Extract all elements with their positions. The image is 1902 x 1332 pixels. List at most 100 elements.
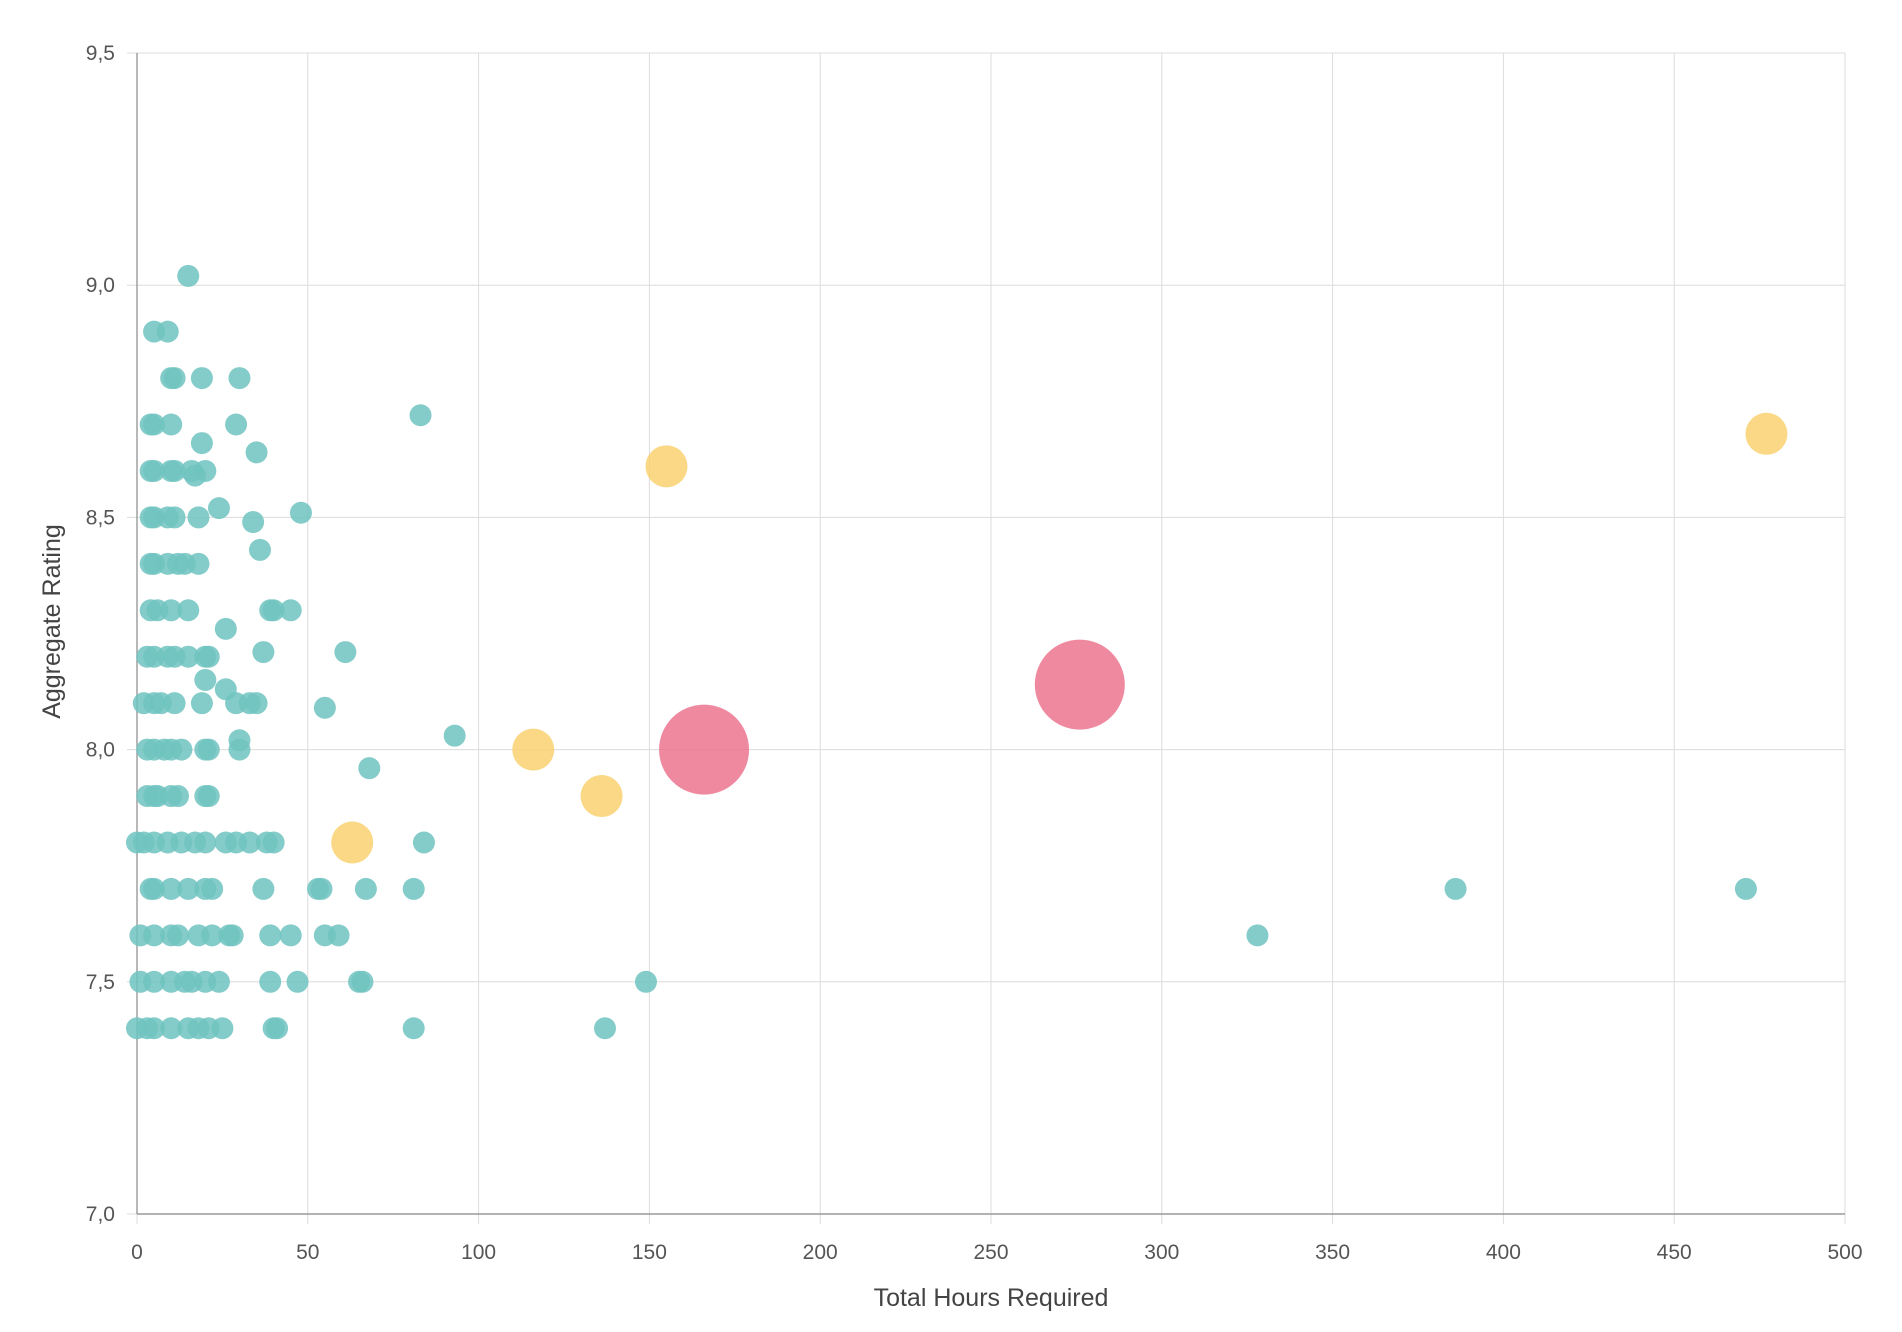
data-point-small[interactable]: [262, 831, 285, 854]
data-point-small[interactable]: [190, 692, 213, 715]
data-point-small[interactable]: [279, 924, 302, 947]
data-point-small[interactable]: [228, 367, 251, 390]
data-point-small[interactable]: [143, 459, 166, 482]
data-point-medium[interactable]: [512, 728, 555, 771]
data-point-small[interactable]: [1734, 877, 1757, 900]
data-point-small[interactable]: [177, 264, 200, 287]
data-point-small[interactable]: [409, 404, 432, 427]
data-point-small[interactable]: [207, 497, 230, 520]
data-point-large[interactable]: [1034, 639, 1125, 730]
x-tick-label: 300: [1144, 1241, 1179, 1264]
data-point-small[interactable]: [221, 924, 244, 947]
data-point-small[interactable]: [289, 501, 312, 524]
data-point-small[interactable]: [412, 831, 435, 854]
x-tick-label: 350: [1315, 1241, 1350, 1264]
data-point-medium[interactable]: [1745, 412, 1788, 455]
x-tick-label: 150: [632, 1241, 667, 1264]
y-tick-label: 8,0: [86, 739, 115, 762]
data-point-small[interactable]: [177, 599, 200, 622]
data-point-small[interactable]: [1444, 877, 1467, 900]
data-point-small[interactable]: [313, 696, 336, 719]
data-point-small[interactable]: [252, 877, 275, 900]
data-point-small[interactable]: [266, 1017, 289, 1040]
data-point-small[interactable]: [1246, 924, 1269, 947]
data-point-small[interactable]: [197, 645, 220, 668]
data-point-small[interactable]: [286, 970, 309, 993]
data-point-small[interactable]: [327, 924, 350, 947]
data-point-small[interactable]: [358, 757, 381, 780]
data-point-small[interactable]: [351, 970, 374, 993]
data-point-small[interactable]: [160, 1017, 183, 1040]
data-point-large[interactable]: [659, 704, 750, 795]
data-point-small[interactable]: [156, 320, 179, 343]
y-tick-label: 8,5: [86, 506, 115, 529]
data-point-small[interactable]: [252, 641, 275, 664]
data-point-small[interactable]: [143, 970, 166, 993]
data-point-small[interactable]: [160, 599, 183, 622]
x-tick-label: 200: [803, 1241, 838, 1264]
data-point-small[interactable]: [634, 970, 657, 993]
y-tick-label: 9,5: [86, 42, 115, 65]
data-point-small[interactable]: [443, 724, 466, 747]
data-point-small[interactable]: [245, 441, 268, 464]
data-point-small[interactable]: [177, 877, 200, 900]
data-point-small[interactable]: [143, 924, 166, 947]
data-point-small[interactable]: [310, 877, 333, 900]
data-point-small[interactable]: [334, 641, 357, 664]
data-point-small[interactable]: [402, 877, 425, 900]
data-point-small[interactable]: [197, 738, 220, 761]
data-point-small[interactable]: [184, 464, 207, 487]
data-point-small[interactable]: [143, 413, 166, 436]
data-point-small[interactable]: [201, 924, 224, 947]
data-point-small[interactable]: [160, 877, 183, 900]
data-point-small[interactable]: [166, 924, 189, 947]
data-point-small[interactable]: [279, 599, 302, 622]
y-tick-label: 7,0: [86, 1203, 115, 1226]
grid-lines: [127, 52, 1846, 1224]
data-point-small[interactable]: [207, 970, 230, 993]
data-point-small[interactable]: [402, 1017, 425, 1040]
y-axis-title: Aggregate Rating: [38, 524, 66, 719]
x-tick-label: 450: [1657, 1241, 1692, 1264]
y-tick-label: 9,0: [86, 274, 115, 297]
data-point-small[interactable]: [238, 831, 261, 854]
data-point-small[interactable]: [242, 511, 265, 534]
data-point-small[interactable]: [259, 970, 282, 993]
data-point-small[interactable]: [187, 552, 210, 575]
data-point-small[interactable]: [163, 692, 186, 715]
data-point-small[interactable]: [194, 668, 217, 691]
data-point-small[interactable]: [166, 785, 189, 808]
data-point-small[interactable]: [190, 367, 213, 390]
data-point-small[interactable]: [143, 1017, 166, 1040]
data-point-small[interactable]: [194, 831, 217, 854]
data-point-small[interactable]: [225, 413, 248, 436]
x-tick-label: 0: [131, 1241, 143, 1264]
data-point-small[interactable]: [354, 877, 377, 900]
data-point-small[interactable]: [163, 506, 186, 529]
data-point-medium[interactable]: [645, 445, 688, 488]
data-point-small[interactable]: [190, 432, 213, 455]
data-point-small[interactable]: [187, 506, 210, 529]
data-point-small[interactable]: [197, 785, 220, 808]
data-point-small[interactable]: [262, 599, 285, 622]
data-point-small[interactable]: [160, 413, 183, 436]
data-point-small[interactable]: [259, 924, 282, 947]
data-point-small[interactable]: [143, 877, 166, 900]
data-point-small[interactable]: [228, 738, 251, 761]
data-point-small[interactable]: [211, 1017, 234, 1040]
x-axis-title: Total Hours Required: [874, 1284, 1109, 1312]
data-point-small[interactable]: [201, 877, 224, 900]
data-point-small[interactable]: [177, 645, 200, 668]
x-tick-label: 250: [973, 1241, 1008, 1264]
data-point-small[interactable]: [245, 692, 268, 715]
data-point-small[interactable]: [593, 1017, 616, 1040]
data-point-small[interactable]: [170, 738, 193, 761]
data-point-small[interactable]: [214, 617, 237, 640]
x-tick-label: 500: [1827, 1241, 1862, 1264]
data-point-small[interactable]: [248, 538, 271, 561]
data-point-medium[interactable]: [331, 821, 374, 864]
data-point-medium[interactable]: [580, 775, 623, 818]
data-point-small[interactable]: [163, 459, 186, 482]
data-point-small[interactable]: [163, 367, 186, 390]
